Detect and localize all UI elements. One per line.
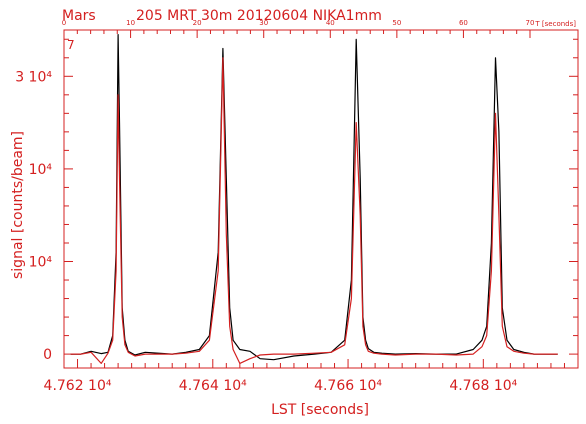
top-tick-label: 20 (193, 19, 202, 27)
series-layer (70, 34, 558, 364)
top-tick-label: 40 (326, 19, 335, 27)
y-tick-label: 3 10⁴ (15, 69, 52, 85)
top-tick-label: 30 (259, 19, 268, 27)
x-tick-label: 4.762 10⁴ (44, 378, 112, 394)
series-line-red (70, 57, 558, 364)
y-tick-label: 10⁴ (29, 255, 53, 271)
top-tick-label: 60 (459, 19, 468, 27)
y-tick-label: 0 (43, 347, 52, 363)
plot-frame (63, 29, 579, 369)
x-axis-label: LST [seconds] (271, 402, 369, 418)
top-tick-label: 10 (126, 19, 135, 27)
top-tick-label: 50 (392, 19, 401, 27)
top-tick-label: 70 (526, 19, 535, 27)
y-axis-label: signal [counts/beam] (10, 131, 26, 279)
top-tick-label: 0 (62, 19, 66, 27)
chart-title-left: Mars (62, 8, 96, 24)
panel-label: 7 (67, 38, 75, 52)
x-tick-label: 4.764 10⁴ (179, 378, 247, 394)
series-line-black (70, 34, 558, 361)
axis-ticks (63, 30, 579, 368)
chart-title: 205 MRT 30m 20120604 NIKA1mm (136, 8, 382, 24)
x-tick-label: 4.766 10⁴ (314, 378, 382, 394)
x-tick-label: 4.768 10⁴ (449, 378, 517, 394)
top-axis-label: T [seconds] (534, 20, 576, 28)
axis-labels: 4.762 10⁴ 4.764 10⁴ 4.766 10⁴ 4.768 10⁴ 0 10⁴… (15, 19, 534, 394)
y-tick-label: 10⁴ (29, 162, 53, 178)
